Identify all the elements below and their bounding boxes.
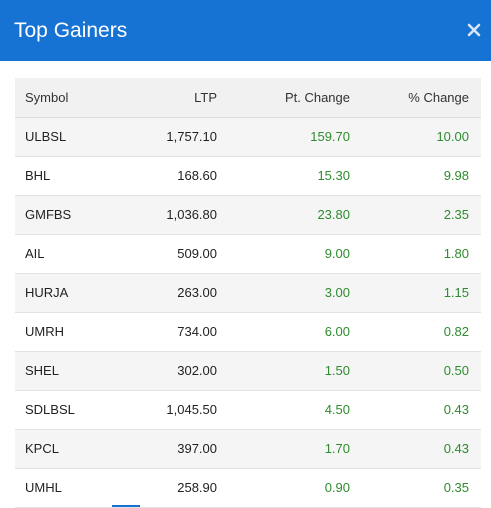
- cell-pt-change: 3.00: [217, 273, 350, 313]
- cell-ltp: 258.90: [135, 468, 217, 508]
- close-icon[interactable]: [466, 22, 482, 38]
- cell-pt-change: 4.50: [217, 390, 350, 430]
- table-row[interactable]: SDLBSL 1,045.50 4.50 0.43: [15, 390, 481, 430]
- cell-ltp: 509.00: [135, 234, 217, 274]
- cell-pct-change: 1.15: [350, 273, 481, 313]
- cell-pt-change: 0.90: [217, 468, 350, 508]
- cell-pct-change: 10.00: [350, 117, 481, 157]
- cell-pct-change: 0.35: [350, 468, 481, 508]
- cell-symbol: UMHL: [15, 468, 135, 508]
- cell-pt-change: 9.00: [217, 234, 350, 274]
- cell-pt-change: 15.30: [217, 156, 350, 196]
- cell-pt-change: 1.70: [217, 429, 350, 469]
- dialog-header: Top Gainers: [0, 0, 491, 61]
- column-header-ltp[interactable]: LTP: [135, 78, 217, 118]
- cell-ltp: 397.00: [135, 429, 217, 469]
- table-row[interactable]: UMHL 258.90 0.90 0.35: [15, 468, 481, 508]
- cell-pt-change: 159.70: [217, 117, 350, 157]
- dialog-title: Top Gainers: [14, 19, 128, 42]
- scroll-indicator[interactable]: [112, 505, 140, 507]
- cell-ltp: 1,757.10: [135, 117, 217, 157]
- table-row[interactable]: KPCL 397.00 1.70 0.43: [15, 429, 481, 469]
- table-row[interactable]: BHL 168.60 15.30 9.98: [15, 156, 481, 196]
- cell-symbol: UMRH: [15, 312, 135, 352]
- cell-ltp: 263.00: [135, 273, 217, 313]
- cell-pct-change: 0.82: [350, 312, 481, 352]
- cell-symbol: HURJA: [15, 273, 135, 313]
- table-row[interactable]: HURJA 263.00 3.00 1.15: [15, 273, 481, 313]
- cell-symbol: GMFBS: [15, 195, 135, 235]
- table-row[interactable]: ULBSL 1,757.10 159.70 10.00: [15, 117, 481, 157]
- cell-pt-change: 6.00: [217, 312, 350, 352]
- column-header-symbol[interactable]: Symbol: [15, 78, 135, 118]
- cell-ltp: 1,036.80: [135, 195, 217, 235]
- cell-pct-change: 2.35: [350, 195, 481, 235]
- cell-pct-change: 0.43: [350, 429, 481, 469]
- cell-pct-change: 0.50: [350, 351, 481, 391]
- cell-pt-change: 23.80: [217, 195, 350, 235]
- cell-symbol: ULBSL: [15, 117, 135, 157]
- cell-symbol: BHL: [15, 156, 135, 196]
- cell-pct-change: 9.98: [350, 156, 481, 196]
- cell-symbol: SDLBSL: [15, 390, 135, 430]
- cell-pt-change: 1.50: [217, 351, 350, 391]
- table-row[interactable]: UMRH 734.00 6.00 0.82: [15, 312, 481, 352]
- cell-pct-change: 1.80: [350, 234, 481, 274]
- cell-symbol: AIL: [15, 234, 135, 274]
- cell-ltp: 734.00: [135, 312, 217, 352]
- column-header-pct-change[interactable]: % Change: [350, 78, 481, 118]
- table-row[interactable]: SHEL 302.00 1.50 0.50: [15, 351, 481, 391]
- cell-symbol: SHEL: [15, 351, 135, 391]
- table-header-row: Symbol LTP Pt. Change % Change: [15, 78, 481, 118]
- cell-symbol: KPCL: [15, 429, 135, 469]
- cell-pct-change: 0.43: [350, 390, 481, 430]
- cell-ltp: 1,045.50: [135, 390, 217, 430]
- cell-ltp: 168.60: [135, 156, 217, 196]
- close-button[interactable]: [466, 22, 482, 38]
- column-header-pt-change[interactable]: Pt. Change: [217, 78, 350, 118]
- table-row[interactable]: AIL 509.00 9.00 1.80: [15, 234, 481, 274]
- table-row[interactable]: GMFBS 1,036.80 23.80 2.35: [15, 195, 481, 235]
- cell-ltp: 302.00: [135, 351, 217, 391]
- gainers-table: Symbol LTP Pt. Change % Change ULBSL 1,7…: [15, 78, 481, 508]
